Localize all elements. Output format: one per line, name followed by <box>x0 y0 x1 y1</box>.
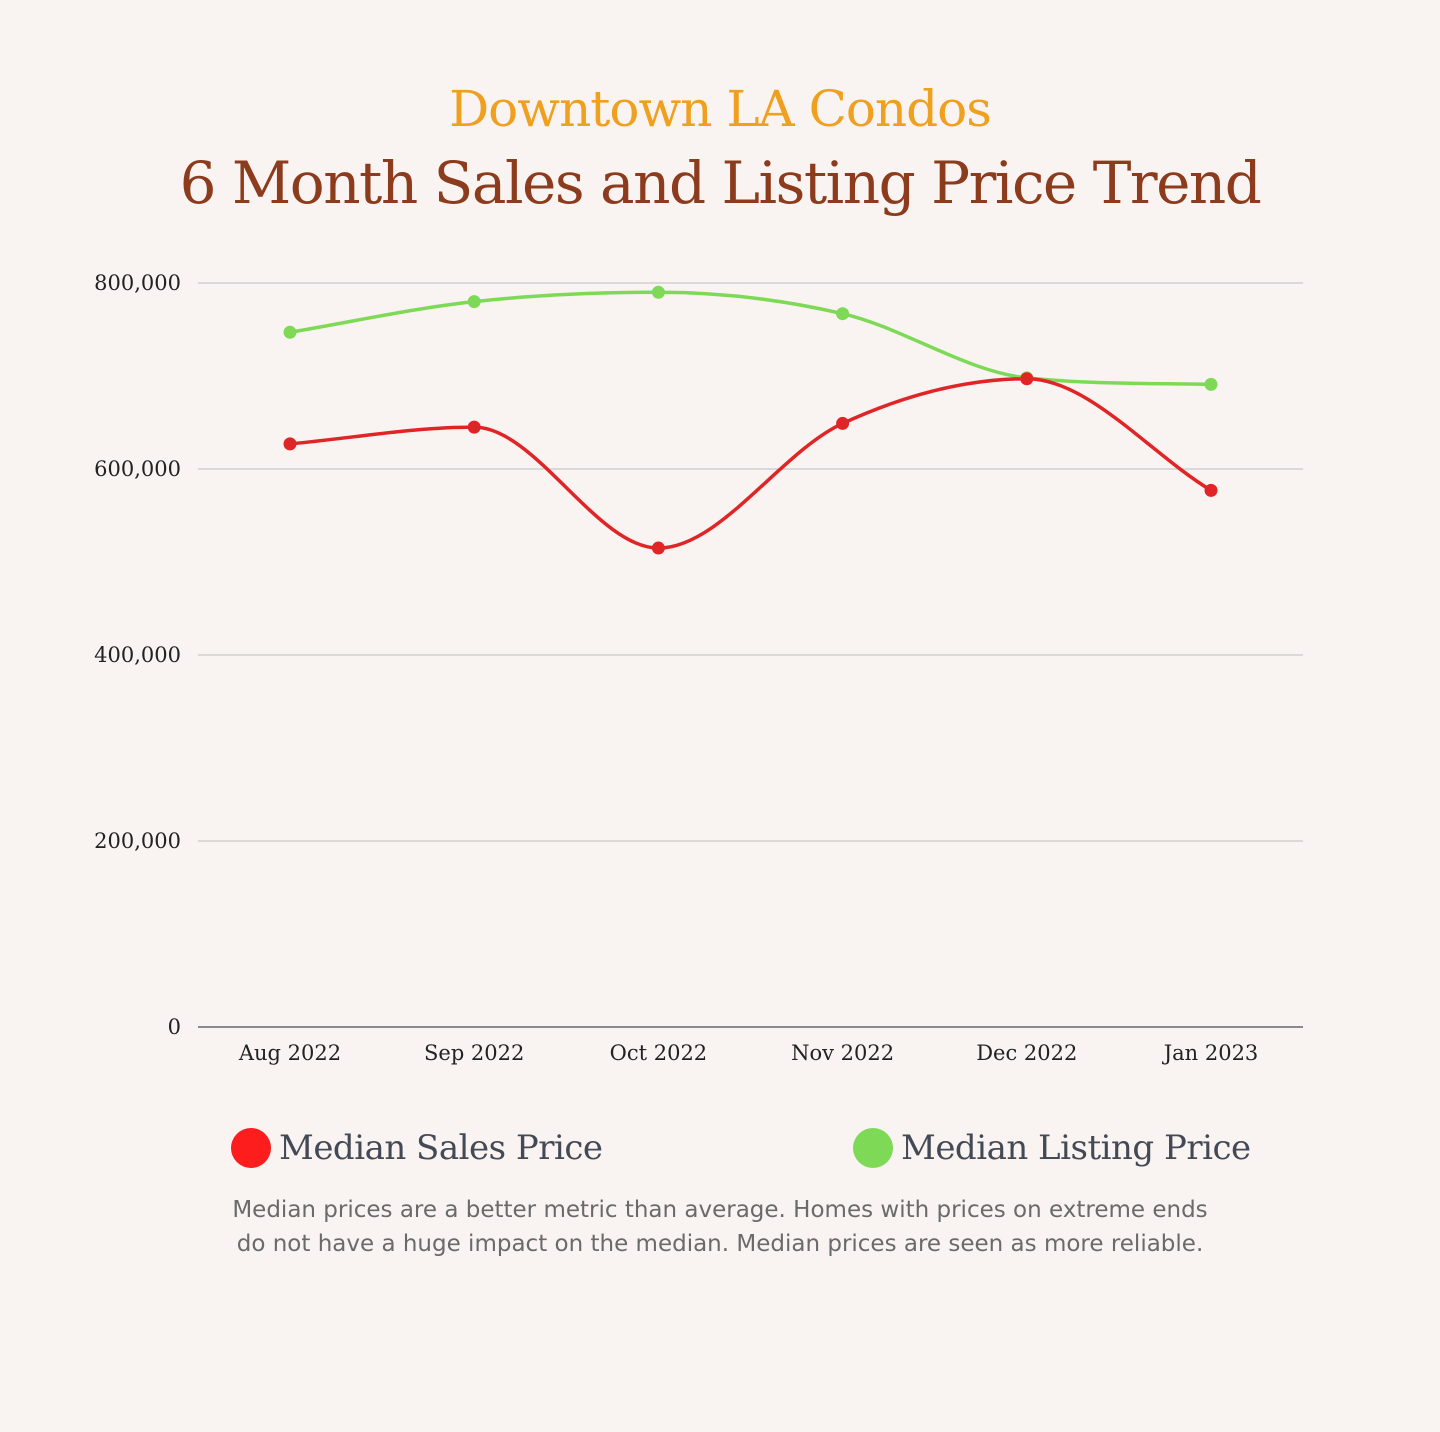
data-point-median-sales-price <box>467 420 481 434</box>
legend-item-sales: Median Sales Price <box>231 1128 603 1168</box>
data-point-median-listing-price <box>651 285 665 299</box>
data-point-median-listing-price <box>467 295 481 309</box>
y-tick-label: 800,000 <box>94 271 181 295</box>
y-tick-label: 200,000 <box>94 829 181 853</box>
y-tick-label: 600,000 <box>94 457 181 481</box>
data-point-median-listing-price <box>283 325 297 339</box>
x-axis-ticks: Aug 2022 Sep 2022 Oct 2022 Nov 2022 Dec 2022… <box>238 1041 1258 1065</box>
y-axis-ticks: 0 200,000 400,000 600,000 800,000 <box>94 271 181 1039</box>
series-lines <box>288 290 1213 550</box>
x-tick-label: Jan 2023 <box>1162 1041 1259 1065</box>
chart-title: 6 Month Sales and Listing Price Trend <box>179 149 1262 217</box>
legend-label-sales: Median Sales Price <box>279 1128 603 1168</box>
x-tick-label: Sep 2022 <box>424 1041 524 1065</box>
x-tick-label: Oct 2022 <box>610 1041 708 1065</box>
x-tick-label: Nov 2022 <box>791 1041 894 1065</box>
series-points <box>283 285 1218 555</box>
gridlines <box>198 282 1303 1028</box>
x-tick-label: Dec 2022 <box>976 1041 1077 1065</box>
series-line-median-listing-price <box>288 290 1213 387</box>
legend-item-listing: Median Listing Price <box>853 1128 1251 1168</box>
chart-subtitle: Downtown LA Condos <box>449 80 992 138</box>
data-point-median-sales-price <box>836 416 850 430</box>
series-line-median-sales-price <box>288 377 1213 550</box>
data-point-median-listing-price <box>1204 377 1218 391</box>
legend-swatch-sales <box>231 1128 271 1168</box>
footnote: Median prices are a better metric than a… <box>0 1193 1440 1261</box>
legend-label-listing: Median Listing Price <box>901 1128 1251 1168</box>
line-chart: 0 200,000 400,000 600,000 800,000 Aug 2022 Se… <box>94 271 1303 1065</box>
footnote-line-2: do not have a huge impact on the median.… <box>236 1231 1204 1257</box>
data-point-median-sales-price <box>1020 372 1034 386</box>
legend-swatch-listing <box>853 1128 893 1168</box>
y-tick-label: 0 <box>168 1015 181 1039</box>
y-tick-label: 400,000 <box>94 643 181 667</box>
data-point-median-sales-price <box>1204 483 1218 497</box>
data-point-median-listing-price <box>836 307 850 321</box>
x-tick-label: Aug 2022 <box>238 1041 341 1065</box>
footnote-line-1: Median prices are a better metric than a… <box>232 1197 1208 1223</box>
data-point-median-sales-price <box>651 541 665 555</box>
data-point-median-sales-price <box>283 437 297 451</box>
